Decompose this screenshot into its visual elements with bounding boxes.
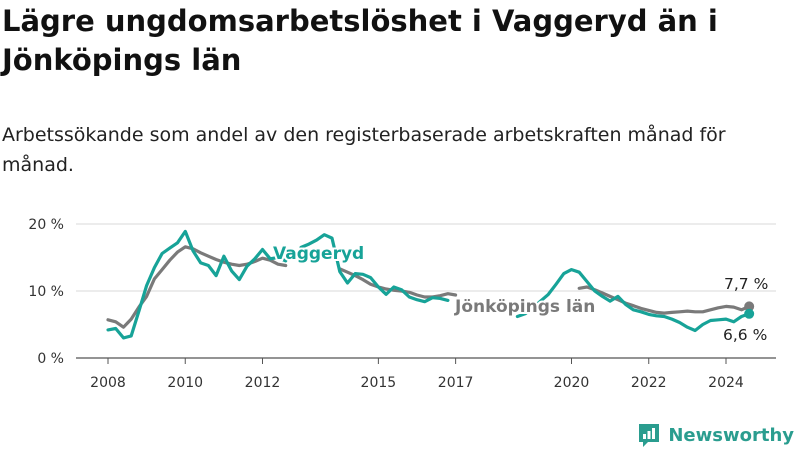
y-axis-ticks: 0 % 10 % 20 % xyxy=(28,217,64,367)
series-labels: Vaggeryd Jönköpings län 7,7 % 6,6 % xyxy=(271,242,768,344)
series-lines xyxy=(106,229,755,340)
chart-subtitle: Arbetssökande som andel av den registerb… xyxy=(2,124,726,176)
y-tick-label: 10 % xyxy=(28,284,64,300)
x-tick-label: 2017 xyxy=(438,375,474,391)
end-point-vaggeryd xyxy=(744,308,755,319)
x-tick-label: 2012 xyxy=(245,375,281,391)
end-value-vaggeryd: 6,6 % xyxy=(723,326,767,344)
newsworthy-logo-icon xyxy=(639,424,660,447)
brand-logo: Newsworthy xyxy=(636,422,794,448)
x-tick-label: 2020 xyxy=(554,375,590,391)
x-tick-label: 2010 xyxy=(167,375,203,391)
gridlines xyxy=(76,223,776,359)
x-tick-label: 2008 xyxy=(90,375,126,391)
brand-name: Newsworthy xyxy=(668,424,794,446)
series-line-vaggeryd xyxy=(515,268,751,333)
x-tick-label: 2015 xyxy=(361,375,397,391)
series-line-vaggeryd xyxy=(299,233,450,304)
series-line-jonkopings-lan xyxy=(338,267,458,299)
y-tick-label: 0 % xyxy=(37,351,64,367)
series-line-jonkopings-lan xyxy=(577,285,751,315)
x-tick-label: 2022 xyxy=(631,375,667,391)
chart-title: Lägre ungdomsarbetslöshet i Vaggeryd än … xyxy=(2,4,718,77)
end-point-jonkopings-lan xyxy=(744,301,755,312)
series-line-vaggeryd xyxy=(106,229,288,340)
y-tick-label: 20 % xyxy=(28,217,64,233)
end-value-jonkopings-lan: 7,7 % xyxy=(724,275,768,293)
series-label-jonkopings-lan: Jönköpings län xyxy=(454,297,595,317)
x-tick-label: 2024 xyxy=(708,375,744,391)
x-axis-ticks: 2008 2010 2012 2015 2017 2020 2022 2024 xyxy=(90,358,744,391)
series-label-vaggeryd: Vaggeryd xyxy=(273,244,364,264)
series-line-jonkopings-lan xyxy=(106,245,288,329)
